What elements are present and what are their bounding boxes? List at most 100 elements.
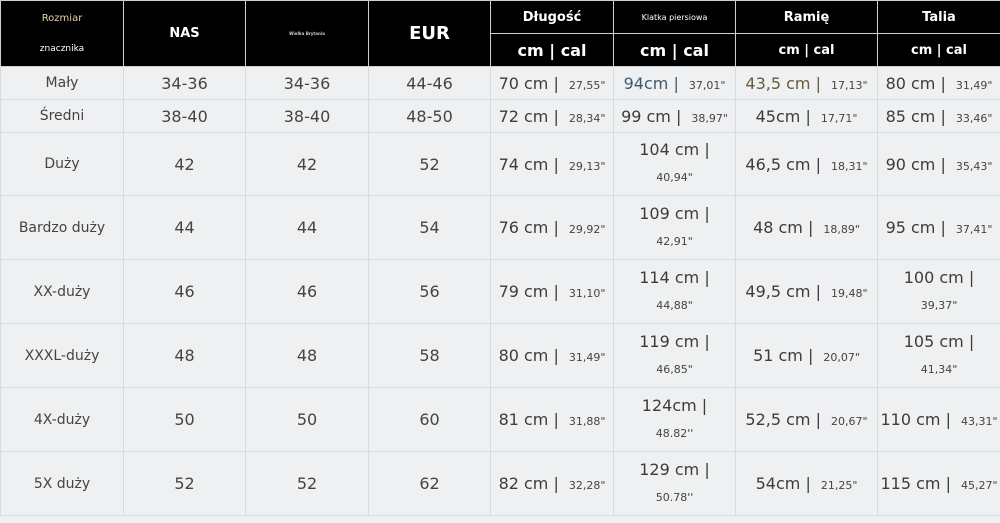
shoulder-cal: 17,71" — [820, 111, 858, 125]
waist-cal: 41,34" — [920, 362, 958, 376]
chest-cm: 104 cm | — [639, 140, 710, 159]
shoulder-cm: 46,5 cm | — [745, 154, 821, 174]
chest-cal: 42,91" — [656, 234, 693, 248]
table-row: XXXL-duży 48 48 58 80 cm | 31,49" 119 cm | 46,8… — [0, 323, 1000, 388]
table-row: Bardzo duży 44 44 54 76 cm | 29,92" 109 cm | 42… — [0, 195, 1000, 260]
shoulder-cal: 17,13" — [831, 78, 868, 92]
length-cal: 32,28" — [568, 479, 606, 492]
length-cal: 29,92" — [568, 223, 606, 236]
uk-size: 34-36 — [245, 66, 369, 100]
chest-cm: 109 cm | — [639, 203, 710, 223]
table-header: Rozmiar znacznika NAS Wielka Brytania EU… — [0, 0, 1000, 67]
uk-size: 46 — [245, 259, 369, 324]
waist-cm: 95 cm | — [885, 218, 946, 237]
waist-cm: 100 cm | — [903, 267, 975, 287]
header-shoulder: Ramię — [735, 0, 878, 34]
waist-cm: 90 cm | — [885, 154, 946, 174]
size-label: 5X duży — [0, 451, 124, 516]
table-row: Średni 38-40 38-40 48-50 72 cm | 28,34" 99 cm … — [0, 99, 1000, 133]
eur-size: 60 — [368, 387, 491, 452]
header-size-tag-line1: Rozmiar — [41, 12, 83, 24]
uk-size: 52 — [245, 451, 369, 516]
shoulder-cm: 48 cm | — [753, 218, 814, 237]
waist-cal: 43,31" — [960, 415, 998, 428]
length-cal: 31,49" — [568, 351, 606, 364]
waist-cm: 80 cm | — [885, 73, 946, 93]
shoulder-cal: 20,67" — [831, 415, 868, 428]
shoulder-cal: 18,31" — [831, 159, 868, 173]
table-row: Mały 34-36 34-36 44-46 70 cm | 27,55" 94cm | 37… — [0, 66, 1000, 100]
chest-cell: 119 cm | 46,85" — [613, 323, 736, 388]
table-row: 4X-duży 50 50 60 81 cm | 31,88" 124cm | 48.82''… — [0, 387, 1000, 452]
waist-cell: 115 cm | 45,27" — [877, 451, 1000, 516]
length-cell: 79 cm | 31,10" — [490, 259, 614, 324]
eur-size: 54 — [368, 195, 491, 260]
waist-cm: 105 cm | — [903, 331, 975, 351]
chest-cell: 124cm | 48.82'' — [613, 387, 736, 452]
size-label: Mały — [0, 66, 124, 100]
shoulder-cal: 21,25" — [820, 479, 858, 492]
chest-cell: 104 cm | 40,94" — [613, 132, 736, 196]
us-size: 48 — [123, 323, 246, 388]
size-label: Bardzo duży — [0, 195, 124, 260]
chest-cal: 38,97" — [691, 111, 728, 125]
length-cell: 72 cm | 28,34" — [490, 99, 614, 133]
header-waist: Talia — [877, 0, 1000, 34]
header-size-tag-line2: znacznika — [39, 43, 85, 54]
shoulder-cell: 43,5 cm | 17,13" — [735, 66, 878, 100]
us-size: 42 — [123, 132, 246, 196]
waist-cal: 37,41" — [955, 223, 993, 236]
chest-cell: 94cm | 37,01" — [613, 66, 736, 100]
chest-cal: 40,94" — [656, 171, 693, 184]
waist-cal: 33,46" — [955, 111, 993, 125]
chest-cal: 46,85" — [656, 362, 693, 376]
header-size-tag: Rozmiar znacznika — [0, 0, 124, 67]
shoulder-cal: 18,89" — [823, 223, 860, 236]
length-cm: 82 cm | — [498, 474, 559, 493]
shoulder-cm: 45cm | — [755, 106, 811, 126]
chest-cm: 119 cm | — [639, 331, 710, 351]
header-chest-units: cm | cal — [613, 33, 736, 67]
length-cm: 80 cm | — [498, 346, 559, 365]
header-uk: Wielka Brytania — [245, 0, 369, 67]
waist-cell: 85 cm | 33,46" — [877, 99, 1000, 133]
length-cal: 29,13" — [568, 159, 606, 173]
chest-cell: 114 cm | 44,88" — [613, 259, 736, 324]
us-size: 46 — [123, 259, 246, 324]
length-cal: 28,34" — [568, 111, 606, 125]
size-label: Średni — [0, 99, 124, 133]
eur-size: 62 — [368, 451, 491, 516]
us-size: 44 — [123, 195, 246, 260]
header-waist-units: cm | cal — [877, 33, 1000, 67]
size-label: XXXL-duży — [0, 323, 124, 388]
chest-cell: 109 cm | 42,91" — [613, 195, 736, 260]
shoulder-cal: 20,07" — [823, 351, 860, 364]
waist-cal: 45,27" — [960, 479, 998, 492]
length-cell: 81 cm | 31,88" — [490, 387, 614, 452]
waist-cal: 35,43" — [955, 159, 993, 173]
eur-size: 48-50 — [368, 99, 491, 133]
shoulder-cm: 43,5 cm | — [745, 73, 821, 93]
us-size: 52 — [123, 451, 246, 516]
shoulder-cell: 45cm | 17,71" — [735, 99, 878, 133]
header-chest: Klatka piersiowa — [613, 0, 736, 34]
chest-cm: 94cm | — [623, 73, 679, 93]
chest-cm: 114 cm | — [639, 267, 710, 287]
size-label: XX-duży — [0, 259, 124, 324]
uk-size: 50 — [245, 387, 369, 452]
uk-size: 44 — [245, 195, 369, 260]
header-shoulder-units: cm | cal — [735, 33, 878, 67]
chest-cal: 48.82'' — [655, 426, 694, 440]
us-size: 38-40 — [123, 99, 246, 133]
shoulder-cell: 46,5 cm | 18,31" — [735, 132, 878, 196]
length-cell: 74 cm | 29,13" — [490, 132, 614, 196]
waist-cell: 95 cm | 37,41" — [877, 195, 1000, 260]
length-cell: 70 cm | 27,55" — [490, 66, 614, 100]
waist-cm: 85 cm | — [885, 106, 946, 126]
shoulder-cell: 52,5 cm | 20,67" — [735, 387, 878, 452]
length-cm: 72 cm | — [498, 106, 559, 126]
length-cal: 31,88" — [568, 415, 606, 428]
shoulder-cm: 52,5 cm | — [745, 410, 821, 429]
eur-size: 52 — [368, 132, 491, 196]
